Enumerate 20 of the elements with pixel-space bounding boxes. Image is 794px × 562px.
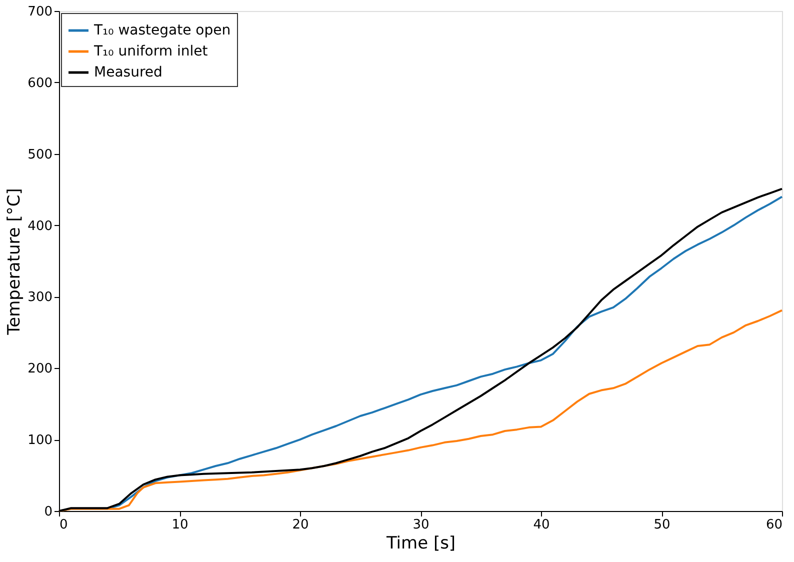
x-tick-label: 0 (60, 518, 68, 532)
legend-label: T₁₀ uniform inlet (93, 44, 208, 60)
y-tick-label: 100 (28, 433, 52, 448)
y-tick-label: 300 (28, 290, 52, 306)
y-tick-label: 400 (28, 218, 52, 234)
y-tick-label: 700 (28, 4, 52, 20)
x-tick-label: 40 (533, 518, 550, 532)
legend-label: T₁₀ wastegate open (93, 22, 231, 38)
x-tick-label: 10 (172, 518, 188, 532)
y-axis-title: Temperature [°C] (4, 188, 25, 336)
legend-label: Measured (94, 64, 162, 80)
y-tick-label: 200 (28, 362, 52, 377)
x-axis-title: Time [s] (385, 534, 456, 554)
x-tick-label: 20 (292, 518, 309, 532)
x-tick-label: 30 (412, 518, 430, 532)
y-tick-label: 600 (28, 76, 52, 91)
y-tick-label: 500 (28, 147, 52, 162)
y-tick-label: 0 (44, 504, 52, 520)
x-tick-label: 60 (766, 518, 782, 532)
x-tick-label: 50 (654, 518, 670, 532)
